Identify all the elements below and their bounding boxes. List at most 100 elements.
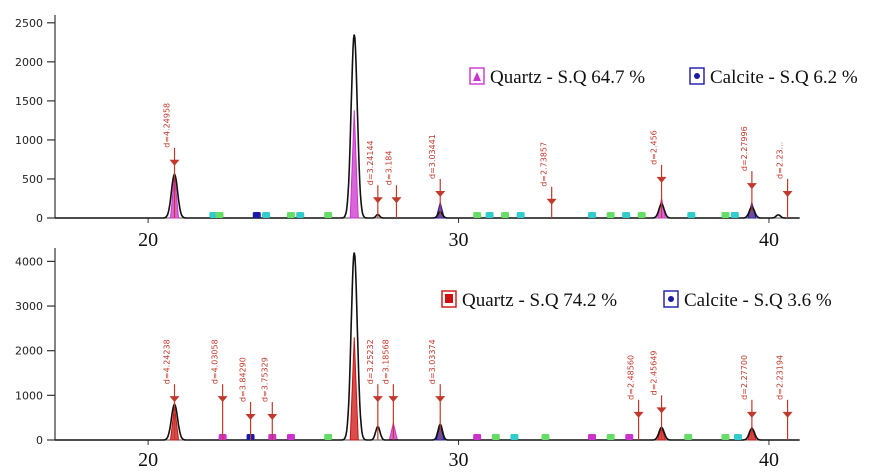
x-tick-label: 40	[759, 449, 779, 471]
phase-marker	[588, 212, 597, 218]
legend-square-icon	[445, 294, 453, 303]
x-tick-label: 40	[759, 229, 779, 251]
peak-annotation-label: d=3.75329	[260, 357, 269, 402]
x-tick-label: 30	[449, 449, 469, 471]
peak-annotation-marker	[217, 396, 228, 403]
phase-marker	[324, 434, 333, 440]
peak-annotation-marker	[388, 396, 399, 403]
legend-dot-icon	[668, 296, 674, 302]
phase-marker	[622, 212, 631, 218]
phase-marker	[485, 212, 494, 218]
peak-annotation-marker	[391, 197, 402, 204]
peak-annotation-marker	[546, 198, 557, 205]
reference-pattern-peak	[349, 110, 359, 219]
chart-panel-2: 0 1000 2000 3000 4000 20 30 40 d=4.24238 d=4.0305…	[15, 248, 832, 471]
peak-annotation-label: d=2.27700	[740, 355, 749, 400]
phase-marker	[209, 212, 218, 218]
peak-annotation-label: d=3.24144	[366, 140, 375, 185]
y-tick-label: 2000	[15, 345, 43, 358]
phase-marker	[296, 212, 305, 218]
peak-annotation-marker	[372, 197, 383, 204]
phase-marker	[473, 212, 482, 218]
peak-annotation-marker	[372, 396, 383, 403]
peak-annotation-label: d=4.24238	[163, 339, 172, 384]
legend-label: Calcite - S.Q 6.2 %	[710, 67, 858, 88]
phase-marker	[286, 434, 295, 440]
phase-marker	[252, 212, 261, 218]
phase-marker	[721, 212, 730, 218]
legend-label: Quartz - S.Q 74.2 %	[462, 290, 617, 311]
peak-annotation-label: d=2.23...	[776, 142, 785, 179]
phase-marker	[516, 212, 525, 218]
peak-annotation-label: d=3.184	[384, 151, 393, 186]
peak-annotation-marker	[169, 396, 180, 403]
peak-annotation-marker	[782, 190, 793, 197]
peak-annotation-label: d=2.73857	[540, 142, 549, 187]
peak-annotation-label: d=4.24958	[163, 103, 172, 148]
phase-marker	[730, 212, 739, 218]
peak-annotation-marker	[267, 414, 278, 421]
peak-annotation-marker	[245, 414, 256, 421]
y-tick-label: 1000	[15, 389, 43, 402]
y-tick-label: 0	[36, 212, 43, 225]
phase-marker	[286, 212, 295, 218]
peak-annotation-marker	[633, 411, 644, 418]
peak-annotation-label: d=2.27996	[740, 126, 749, 171]
peak-annotation-label: d=3.25232	[366, 339, 375, 384]
phase-marker	[491, 434, 500, 440]
legend-label: Calcite - S.Q 3.6 %	[684, 290, 832, 311]
peak-annotation-label: d=3.03374	[428, 339, 437, 384]
phase-marker	[606, 434, 615, 440]
phase-marker	[625, 434, 634, 440]
legend-label: Quartz - S.Q 64.7 %	[490, 67, 645, 88]
peak-annotation-marker	[782, 411, 793, 418]
phase-marker	[510, 434, 519, 440]
peak-annotation-label: d=3.03441	[428, 134, 437, 179]
phase-marker	[687, 212, 696, 218]
x-tick-label: 20	[138, 449, 158, 471]
peak-annotation-marker	[435, 190, 446, 197]
reference-pattern-peak	[349, 337, 359, 441]
peak-annotation-label: d=3.84290	[239, 357, 248, 402]
measured-pattern-line	[55, 34, 800, 219]
phase-marker	[473, 434, 482, 440]
phase-marker	[324, 212, 333, 218]
x-tick-label: 20	[138, 229, 158, 251]
y-tick-label: 2000	[15, 56, 43, 69]
chart-panel-1: 0 500 1000 1500 2000 2500 20 30 40 d=4.24958 d=3.2…	[15, 15, 858, 251]
y-tick-label: 2500	[15, 17, 43, 30]
y-tick-label: 1000	[15, 134, 43, 147]
phase-marker	[588, 434, 597, 440]
peak-annotation-marker	[435, 396, 446, 403]
peak-annotation-marker	[169, 159, 180, 166]
peak-annotation-label: d=4.03058	[211, 339, 220, 384]
phase-marker	[606, 212, 615, 218]
y-tick-label: 3000	[15, 300, 43, 313]
phase-marker	[684, 434, 693, 440]
phase-marker	[637, 212, 646, 218]
y-tick-label: 500	[22, 173, 43, 186]
phase-marker	[733, 434, 742, 440]
y-tick-label: 0	[36, 434, 43, 447]
y-tick-label: 4000	[15, 255, 43, 268]
x-tick-label: 30	[449, 229, 469, 251]
measured-pattern-line	[55, 252, 800, 441]
peak-annotation-label: d=2.456	[650, 130, 659, 165]
phase-marker	[215, 212, 224, 218]
y-tick-label: 1500	[15, 95, 43, 108]
peak-annotation-label: d=2.48560	[627, 355, 636, 400]
peak-annotation-label: d=2.45649	[650, 350, 659, 395]
peak-annotation-marker	[656, 407, 667, 414]
legend-dot-icon	[694, 73, 700, 79]
phase-marker	[541, 434, 550, 440]
phase-marker	[721, 434, 730, 440]
peak-annotation-label: d=3.18568	[381, 339, 390, 384]
phase-marker	[262, 212, 271, 218]
peak-annotation-marker	[656, 176, 667, 183]
peak-annotation-marker	[746, 183, 757, 190]
phase-marker	[501, 212, 510, 218]
peak-annotation-marker	[746, 411, 757, 418]
peak-annotation-label: d=2.23194	[776, 355, 785, 400]
